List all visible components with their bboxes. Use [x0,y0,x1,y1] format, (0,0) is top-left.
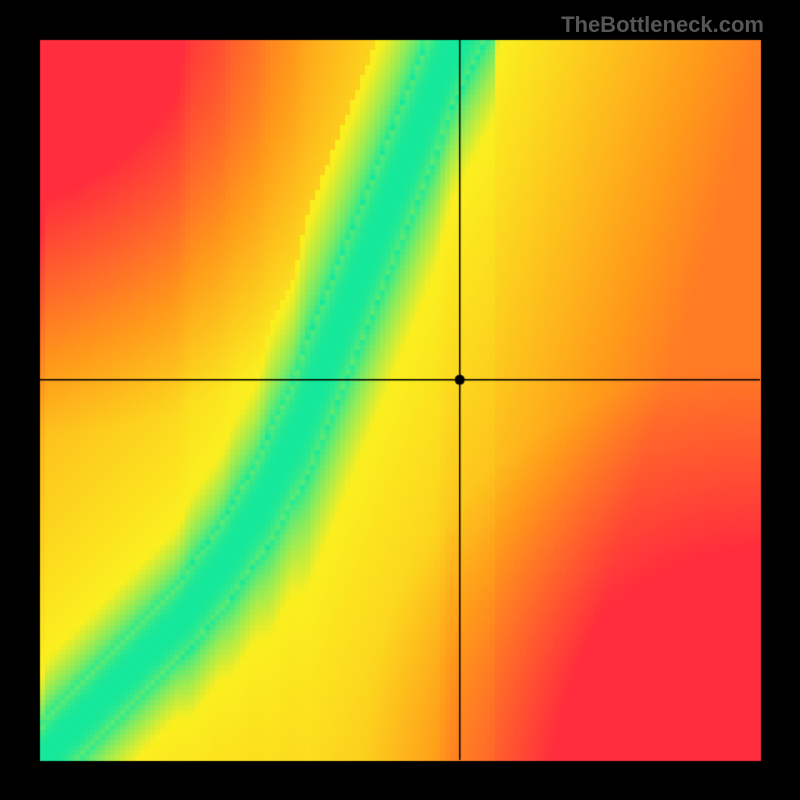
watermark-text: TheBottleneck.com [561,12,764,38]
chart-container: TheBottleneck.com [0,0,800,800]
bottleneck-heatmap [0,0,800,800]
